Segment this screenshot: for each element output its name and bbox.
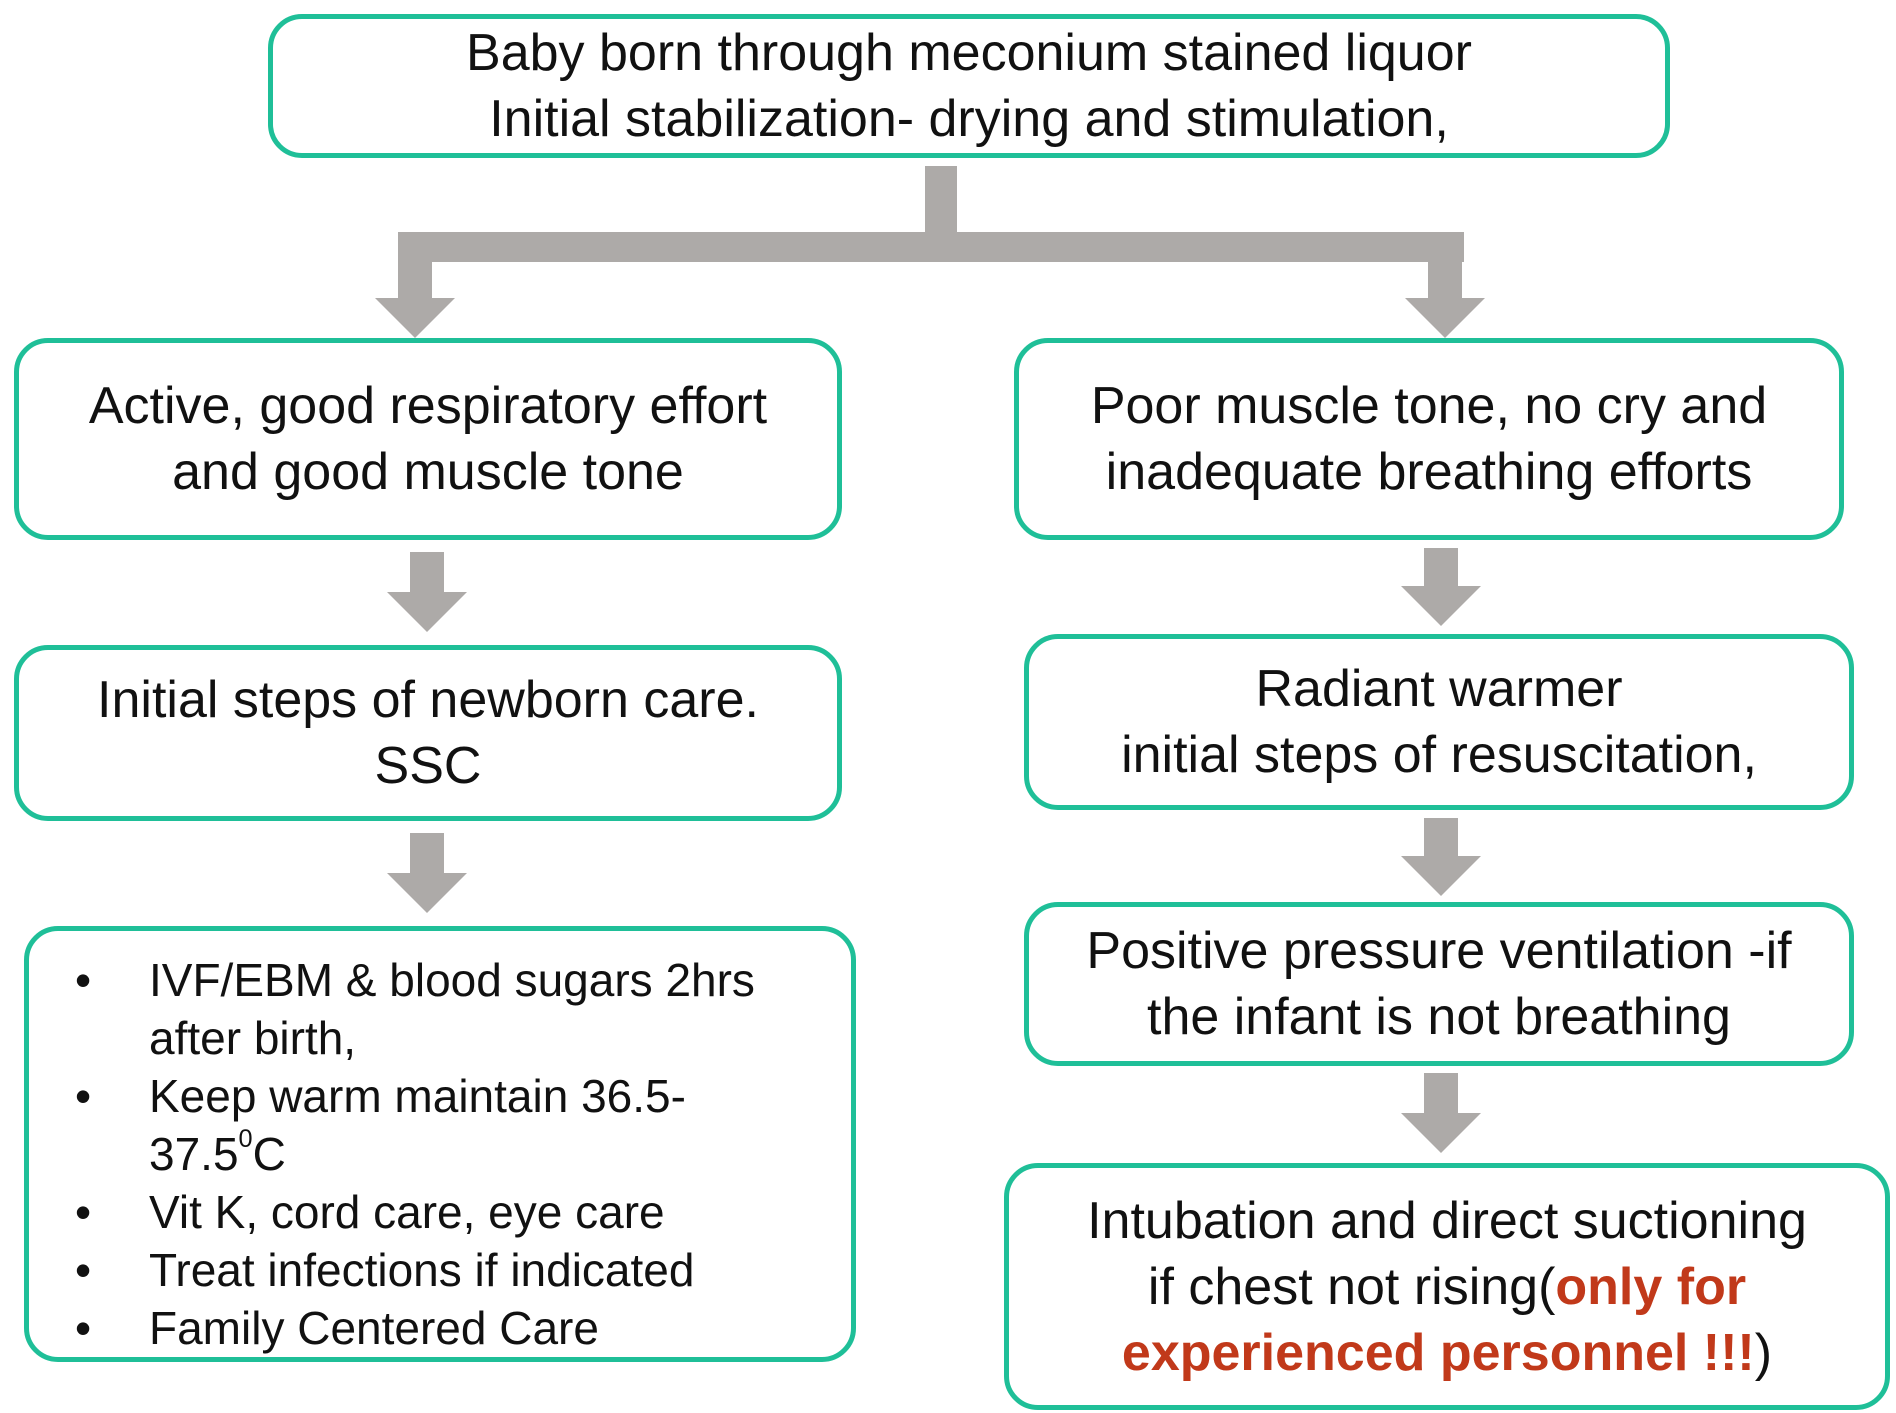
arrow-down-icon — [375, 298, 455, 338]
vigorous-line-1: Active, good respiratory effort — [88, 377, 768, 435]
radiant-warmer-line-2: initial steps of resuscitation, — [1121, 726, 1757, 784]
connector-right-drop — [1428, 258, 1462, 300]
list-item: Treat infections if indicated — [73, 1241, 821, 1299]
arrow-down-icon — [387, 552, 467, 632]
non-vigorous-baby-box: Poor muscle tone, no cry and inadequate … — [1014, 338, 1844, 540]
ppv-line-2: the infant is not breathing — [1147, 988, 1731, 1046]
newborn-care-line-1: Initial steps of newborn care. — [97, 671, 759, 729]
warning-text: only for — [1555, 1257, 1747, 1316]
intubation-box: Intubation and direct suctioning if ches… — [1004, 1163, 1890, 1410]
connector-bar — [398, 232, 1464, 262]
vigorous-baby-box: Active, good respiratory effort and good… — [14, 338, 842, 540]
ppv-line-1: Positive pressure ventilation -if — [1086, 922, 1792, 980]
arrow-down-icon — [1401, 548, 1481, 626]
vigorous-line-2: and good muscle tone — [172, 443, 684, 501]
list-item: Vit K, cord care, eye care — [73, 1183, 821, 1241]
start-line-1: Baby born through meconium stained liquo… — [466, 24, 1472, 82]
connector-stem — [925, 166, 957, 232]
non-vigorous-line-2: inadequate breathing efforts — [1105, 443, 1753, 501]
arrow-down-icon — [387, 833, 467, 913]
arrow-down-icon — [1401, 1073, 1481, 1153]
list-item: IVF/EBM & blood sugars 2hrs after birth, — [73, 951, 821, 1067]
intubation-line-2: if chest not rising(only for — [1147, 1257, 1747, 1316]
non-vigorous-line-1: Poor muscle tone, no cry and — [1090, 377, 1768, 435]
intubation-line-1: Intubation and direct suctioning — [1087, 1191, 1807, 1250]
ppv-box: Positive pressure ventilation -if the in… — [1024, 902, 1854, 1066]
start-box: Baby born through meconium stained liquo… — [268, 14, 1670, 158]
connector-left-drop — [398, 258, 432, 300]
list-item: Family Centered Care — [73, 1299, 821, 1357]
newborn-care-box: Initial steps of newborn care. SSC — [14, 645, 842, 821]
radiant-warmer-box: Radiant warmer initial steps of resuscit… — [1024, 634, 1854, 810]
arrow-down-icon — [1401, 818, 1481, 896]
list-item: Keep warm maintain 36.5- 37.50C — [73, 1067, 821, 1183]
warning-text: experienced personnel !!! — [1121, 1323, 1755, 1382]
routine-care-list: IVF/EBM & blood sugars 2hrs after birth,… — [73, 951, 821, 1357]
routine-care-box: IVF/EBM & blood sugars 2hrs after birth,… — [24, 926, 856, 1362]
intubation-line-3: experienced personnel !!!) — [1121, 1323, 1773, 1382]
start-line-2: Initial stabilization- drying and stimul… — [489, 90, 1449, 148]
newborn-care-line-2: SSC — [374, 737, 482, 795]
radiant-warmer-line-1: Radiant warmer — [1255, 660, 1623, 718]
arrow-down-icon — [1405, 298, 1485, 338]
